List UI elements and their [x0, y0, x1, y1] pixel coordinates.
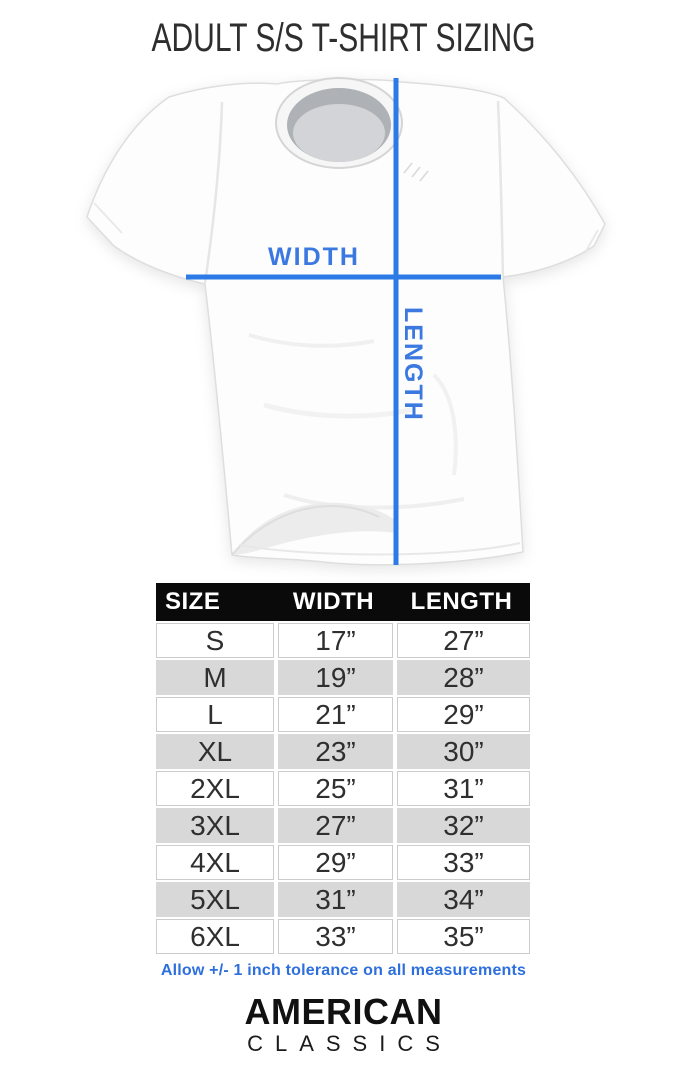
- collar-stitches: [403, 162, 429, 182]
- brand-logo: AMERICAN CLASSICS: [0, 993, 687, 1056]
- length-cell: 29”: [393, 697, 530, 734]
- size-row: S 17” 27”: [156, 621, 530, 660]
- hem-fold: [232, 502, 399, 555]
- size-cell: 2XL: [156, 771, 274, 808]
- size-cell: L: [156, 697, 274, 734]
- size-cell: M: [156, 660, 274, 697]
- size-row: 2XL 25” 31”: [156, 771, 530, 808]
- width-measure-label: WIDTH: [268, 243, 360, 271]
- size-row: L 21” 29”: [156, 697, 530, 734]
- size-row: M 19” 28”: [156, 660, 530, 697]
- hem-fold-line: [231, 505, 380, 556]
- right-sleeve-seam: [496, 100, 505, 277]
- collar-back-fabric: [293, 104, 385, 162]
- column-header-length: LENGTH: [393, 583, 530, 621]
- width-cell: 19”: [274, 660, 393, 697]
- brand-name: AMERICAN: [244, 991, 443, 1032]
- width-cell: 31”: [274, 882, 393, 919]
- right-cuff-fold: [585, 229, 599, 252]
- sizing-table-body: S 17” 27” M 19” 28” L 21” 29” XL 23” 30”…: [156, 621, 530, 956]
- brand-subname: CLASSICS: [247, 1031, 452, 1056]
- size-row: 5XL 31” 34”: [156, 882, 530, 919]
- hem-stitch: [238, 542, 521, 556]
- tshirt-image: WIDTH LENGTH: [86, 77, 606, 566]
- size-cell: 4XL: [156, 845, 274, 882]
- size-row: XL 23” 30”: [156, 734, 530, 771]
- size-row: 4XL 29” 33”: [156, 845, 530, 882]
- tolerance-note: Allow +/- 1 inch tolerance on all measur…: [160, 962, 527, 979]
- width-cell: 33”: [274, 919, 393, 956]
- length-cell: 27”: [393, 621, 530, 660]
- length-cell: 31”: [393, 771, 530, 808]
- left-cuff-fold: [93, 202, 123, 234]
- length-cell: 30”: [393, 734, 530, 771]
- width-cell: 25”: [274, 771, 393, 808]
- size-cell: 6XL: [156, 919, 274, 956]
- width-cell: 29”: [274, 845, 393, 882]
- sizing-table: SIZE WIDTH LENGTH S 17” 27” M 19” 28” L …: [156, 583, 530, 956]
- length-measure-label: LENGTH: [399, 307, 427, 422]
- size-cell: S: [156, 621, 274, 660]
- sizing-table-header-row: SIZE WIDTH LENGTH: [156, 583, 530, 621]
- size-cell: XL: [156, 734, 274, 771]
- size-cell: 5XL: [156, 882, 274, 919]
- length-cell: 32”: [393, 808, 530, 845]
- wrinkle: [432, 373, 458, 476]
- tshirt-diagram: WIDTH LENGTH: [74, 75, 614, 575]
- column-header-size: SIZE: [156, 583, 274, 621]
- length-cell: 33”: [393, 845, 530, 882]
- width-cell: 23”: [274, 734, 393, 771]
- length-cell: 34”: [393, 882, 530, 919]
- column-header-width: WIDTH: [274, 583, 393, 621]
- wrinkle: [283, 493, 465, 510]
- wrinkle: [248, 333, 375, 348]
- width-cell: 17”: [274, 621, 393, 660]
- size-cell: 3XL: [156, 808, 274, 845]
- size-row: 6XL 33” 35”: [156, 919, 530, 956]
- width-cell: 27”: [274, 808, 393, 845]
- size-row: 3XL 27” 32”: [156, 808, 530, 845]
- page-title: ADULT S/S T-SHIRT SIZING: [151, 16, 536, 60]
- wrinkle: [263, 402, 415, 419]
- left-sleeve-seam: [203, 101, 224, 284]
- length-cell: 35”: [393, 919, 530, 956]
- length-cell: 28”: [393, 660, 530, 697]
- width-cell: 21”: [274, 697, 393, 734]
